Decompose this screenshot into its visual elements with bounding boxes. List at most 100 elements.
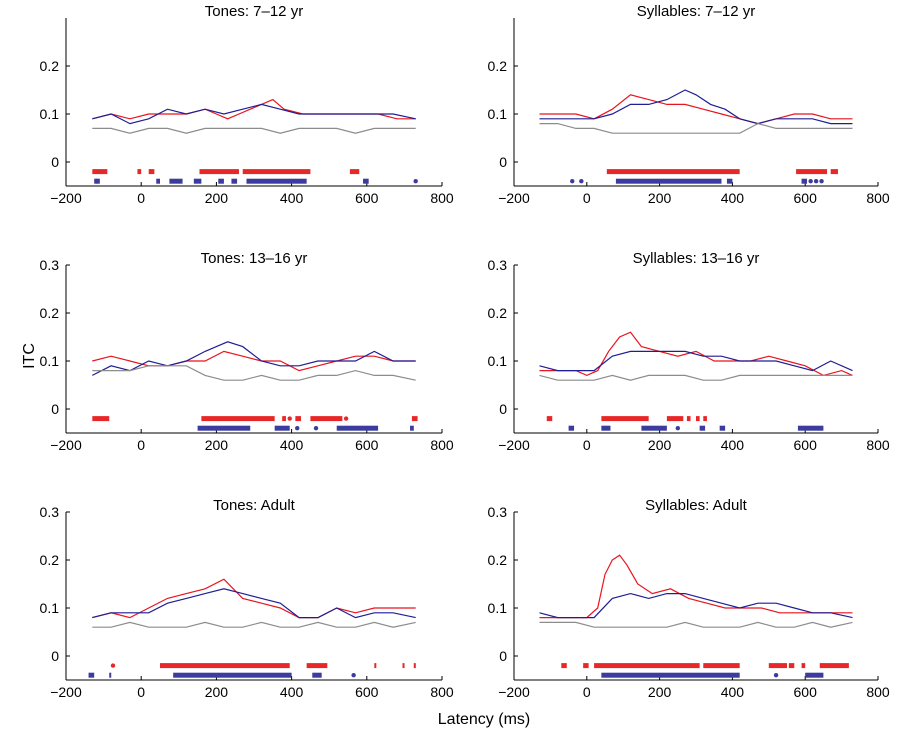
blue-significance-bar — [801, 178, 808, 184]
x-tick-label: 600 — [355, 190, 379, 206]
x-tick-label: 600 — [794, 190, 818, 206]
blue-significance-bar — [336, 425, 379, 431]
red-significance-bar — [310, 416, 343, 422]
red-significance-bar — [295, 416, 301, 422]
blue-significance-bar — [726, 178, 733, 184]
y-tick-label: 0 — [51, 401, 59, 417]
blue-significance-bar — [805, 672, 824, 678]
red-significance-dot — [287, 416, 292, 421]
red-significance-bar — [242, 169, 311, 175]
red-significance-dot — [343, 416, 349, 421]
series-line-red — [539, 554, 853, 619]
x-tick-label: 800 — [866, 190, 890, 206]
series-line-red — [92, 98, 416, 120]
y-tick-label: 0.2 — [488, 552, 508, 568]
blue-significance-dot — [675, 426, 680, 431]
red-significance-bar — [546, 416, 553, 422]
x-tick-label: 200 — [205, 437, 229, 453]
red-significance-bar — [199, 169, 239, 175]
red-significance-bar — [830, 169, 838, 175]
x-tick-label: 400 — [280, 190, 304, 206]
series-line-gray — [539, 374, 853, 381]
red-significance-bar — [374, 663, 377, 669]
blue-significance-dot — [808, 179, 813, 184]
red-significance-bar — [686, 416, 691, 422]
series-line-gray — [92, 127, 416, 134]
x-tick-label: 400 — [280, 684, 304, 700]
y-tick-label: 0.3 — [488, 257, 508, 273]
series-line-red — [92, 350, 416, 372]
blue-significance-bar — [601, 425, 611, 431]
series-line-blue — [539, 89, 853, 125]
y-tick-label: 0.3 — [40, 257, 60, 273]
y-tick-label: 0.2 — [40, 552, 60, 568]
panel-title: Syllables: 13–16 yr — [633, 250, 760, 267]
red-significance-bar — [666, 416, 684, 422]
blue-significance-bar — [169, 178, 183, 184]
y-tick-label: 0.2 — [488, 305, 508, 321]
series-line-red — [92, 578, 416, 619]
series-line-blue — [539, 592, 853, 619]
y-tick-label: 0.1 — [40, 600, 60, 616]
series-line-gray — [539, 621, 853, 628]
panel-1: Tones: 7–12 yr −200 0 200 400 600 800 0 0.1 0.2 — [40, 3, 454, 206]
x-tick-label: −200 — [498, 437, 530, 453]
series-line-blue — [92, 341, 416, 376]
red-significance-bar — [306, 663, 328, 669]
red-significance-bar — [788, 663, 795, 669]
x-tick-label: −200 — [498, 684, 530, 700]
blue-significance-dot — [579, 179, 584, 184]
red-significance-bar — [349, 169, 360, 175]
panel-2: Syllables: 7–12 yr −200 0 200 400 600 800 0 0.1 0… — [488, 3, 890, 206]
y-tick-label: 0 — [499, 154, 507, 170]
y-tick-label: 0.1 — [488, 353, 508, 369]
x-tick-label: 200 — [648, 190, 672, 206]
x-tick-label: 600 — [355, 437, 379, 453]
red-significance-bar — [92, 416, 110, 422]
x-axis-label: Latency (ms) — [438, 711, 530, 728]
blue-significance-bar — [363, 178, 369, 184]
blue-significance-bar — [719, 425, 726, 431]
blue-significance-bar — [218, 178, 224, 184]
red-significance-bar — [703, 663, 740, 669]
series-line-blue — [539, 350, 853, 372]
blue-significance-bar — [94, 178, 97, 184]
x-tick-label: 600 — [794, 437, 818, 453]
red-significance-bar — [402, 663, 405, 669]
y-tick-label: 0 — [499, 401, 507, 417]
blue-significance-dot — [819, 179, 824, 184]
y-tick-label: 0.1 — [40, 106, 60, 122]
series-line-gray — [92, 621, 416, 628]
panel-6: Syllables: Adult −200 0 200 400 600 800 0 0.1 0.2… — [488, 497, 890, 700]
y-tick-label: 0.1 — [40, 353, 60, 369]
red-significance-bar — [148, 169, 155, 175]
blue-significance-bar — [173, 672, 292, 678]
x-tick-label: 400 — [721, 437, 745, 453]
red-significance-bar — [819, 663, 849, 669]
y-tick-label: 0 — [499, 648, 507, 664]
red-significance-bar — [606, 169, 740, 175]
x-tick-label: 800 — [430, 190, 454, 206]
red-significance-bar — [696, 416, 700, 422]
y-tick-label: 0.1 — [488, 106, 508, 122]
blue-significance-dot — [773, 673, 779, 678]
x-tick-label: 0 — [137, 437, 145, 453]
blue-significance-bar — [109, 672, 112, 678]
x-tick-label: 400 — [721, 190, 745, 206]
red-significance-bar — [413, 663, 416, 669]
panel-title: Tones: 13–16 yr — [201, 250, 308, 267]
blue-significance-bar — [246, 178, 307, 184]
x-tick-label: −200 — [498, 190, 530, 206]
x-tick-label: 0 — [583, 437, 591, 453]
x-tick-label: 800 — [866, 684, 890, 700]
y-tick-label: 0.3 — [488, 504, 508, 520]
red-significance-bar — [137, 169, 142, 175]
panel-5: Tones: Adult −200 0 200 400 600 800 0 0.1 0.2 0.3 — [40, 497, 454, 700]
red-significance-bar — [583, 663, 589, 669]
series-line-red — [539, 331, 853, 377]
blue-significance-bar — [197, 425, 251, 431]
blue-significance-bar — [615, 178, 722, 184]
panel-title: Tones: 7–12 yr — [205, 3, 303, 20]
y-tick-label: 0.1 — [488, 600, 508, 616]
red-significance-bar — [411, 416, 418, 422]
